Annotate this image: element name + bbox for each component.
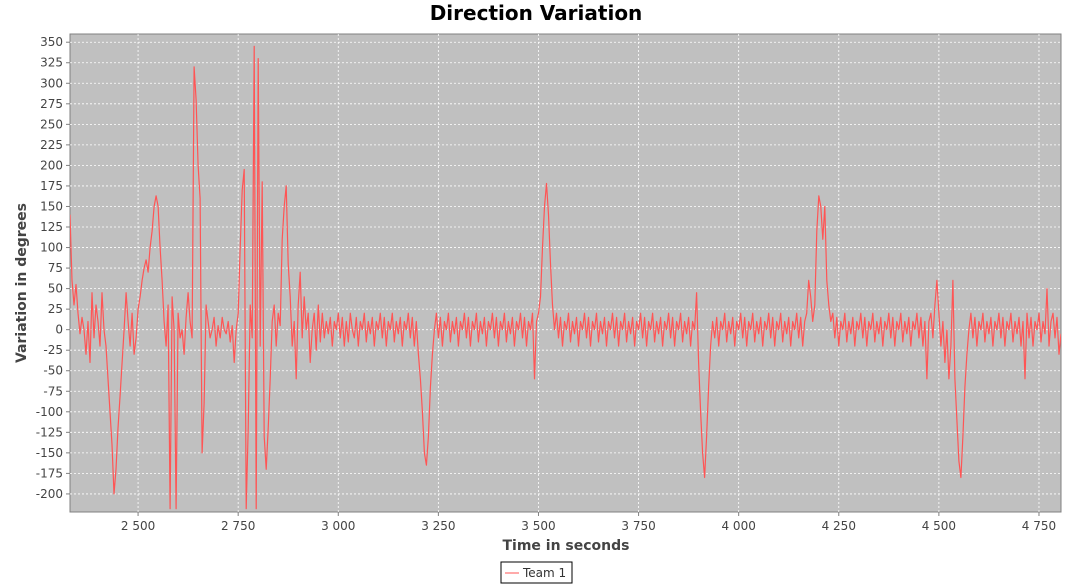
x-tick-label: 3 750 (621, 519, 655, 533)
x-tick-label: 3 250 (421, 519, 455, 533)
y-axis-label: Variation in degrees (14, 203, 30, 363)
y-tick-label: 250 (40, 117, 63, 131)
y-tick-label: 175 (40, 179, 63, 193)
y-tick-label: -75 (43, 384, 63, 398)
y-tick-label: -125 (36, 425, 63, 439)
y-tick-label: -200 (36, 487, 63, 501)
y-tick-label: 0 (55, 323, 63, 337)
x-tick-label: 2 750 (221, 519, 255, 533)
y-tick-label: -175 (36, 466, 63, 480)
y-tick-label: 75 (48, 261, 63, 275)
grid (70, 34, 1061, 512)
y-tick-label: 275 (40, 97, 63, 111)
y-axis: -200 -175 -150 -125 -100 -75 -50 -25 0 25 50 75 100 1… (36, 35, 70, 501)
y-tick-label: 50 (48, 282, 63, 296)
x-tick-label: 4 000 (721, 519, 755, 533)
y-tick-label: 125 (40, 220, 63, 234)
y-tick-label: 25 (48, 302, 63, 316)
x-tick-label: 3 000 (321, 519, 355, 533)
y-tick-label: 150 (40, 199, 63, 213)
y-tick-label: -100 (36, 405, 63, 419)
y-tick-label: 200 (40, 158, 63, 172)
y-tick-label: 300 (40, 76, 63, 90)
x-tick-label: 3 500 (521, 519, 555, 533)
series-line-team-1 (70, 45, 1061, 510)
legend: Team 1 (500, 561, 573, 584)
y-tick-label: -150 (36, 446, 63, 460)
legend-label-team-1: Team 1 (522, 566, 566, 580)
x-axis: 2 500 2 750 3 000 3 250 3 500 3 750 4 000 4 250… (121, 512, 1056, 533)
plot-area (69, 33, 1062, 513)
x-tick-label: 4 750 (1022, 519, 1056, 533)
x-tick-label: 2 500 (121, 519, 155, 533)
chart-title: Direction Variation (430, 1, 643, 25)
legend-box (500, 561, 573, 584)
x-axis-label: Time in seconds (502, 538, 629, 554)
x-tick-label: 4 500 (922, 519, 956, 533)
y-tick-label: -50 (43, 364, 63, 378)
x-tick-label: 4 250 (822, 519, 856, 533)
y-tick-label: 100 (40, 241, 63, 255)
y-tick-label: 350 (40, 35, 63, 49)
y-tick-label: 325 (40, 56, 63, 70)
y-tick-label: 225 (40, 138, 63, 152)
y-tick-label: -25 (43, 343, 63, 357)
series-layer (70, 45, 1061, 510)
